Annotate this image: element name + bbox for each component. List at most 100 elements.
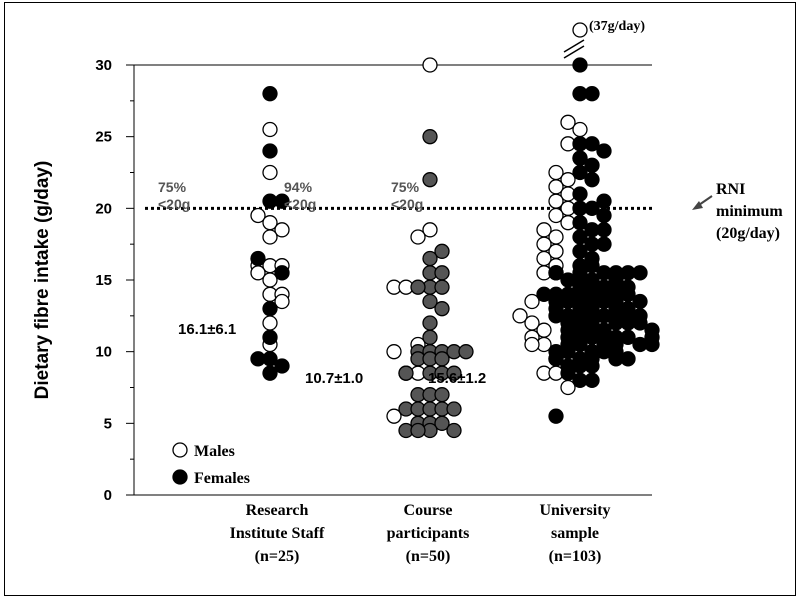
data-point [262,121,278,138]
data-point [584,136,600,152]
data-point [596,143,612,159]
legend-label: Males [194,443,235,460]
data-point [422,293,438,310]
data-point [410,229,426,245]
data-point [560,365,576,381]
legend-label: Females [194,470,250,487]
data-point [572,57,588,73]
data-point [422,329,438,345]
data-point [262,86,278,102]
data-point [584,86,600,102]
data-point [548,265,564,281]
data-point [548,408,564,424]
data-point [596,236,612,252]
data-point [250,207,266,224]
data-point [262,229,278,245]
data-point [274,293,290,310]
y-tick-label: 5 [104,415,112,432]
x-category-label: participants [387,525,470,542]
data-point [560,114,576,130]
data-point [262,315,278,331]
axis-break-mark [563,45,585,59]
x-category-label: University [539,502,610,519]
x-category-label: (n=50) [406,548,451,565]
data-point [446,422,462,439]
figure-frame [4,2,796,596]
data-point [572,164,588,181]
data-point [410,279,426,295]
data-point [584,172,600,188]
data-point [274,193,290,209]
y-tick-label: 25 [95,129,112,146]
legend-marker [172,442,188,458]
x-category-label: sample [551,525,599,542]
data-point [632,265,648,281]
data-point [584,372,600,388]
data-point [262,164,278,181]
data-point [572,186,588,202]
data-point [410,422,426,439]
y-axis-label: Dietary fibre intake (g/day) [32,161,53,400]
data-point [620,329,636,345]
mean-sd-label: 15.6±1.2 [428,370,486,387]
data-point [446,401,462,417]
x-category-label: Research [246,502,309,519]
data-point [632,315,648,331]
mean-sd-label: 16.1±6.1 [178,321,236,338]
data-point [512,308,528,324]
data-point [422,57,438,73]
rni-arrow-head [692,201,703,210]
data-point [584,358,600,374]
data-point [434,387,450,403]
legend-marker [172,469,188,485]
data-point [434,301,450,317]
x-category-label: (n=25) [255,548,300,565]
axis-break-note: (37g/day) [589,19,645,34]
data-point [572,22,588,38]
x-category-label: Institute Staff [230,525,325,542]
mean-sd-label: 10.7±1.0 [305,370,363,387]
data-point [434,415,450,431]
data-point [620,351,636,367]
data-point [548,351,564,367]
data-point [262,143,278,159]
percent-below-rni-label: 75% [158,179,187,195]
axis-break-mark [563,39,585,53]
data-point [422,315,438,331]
data-point [524,336,540,353]
x-category-label: (n=103) [549,548,602,565]
data-point [644,336,660,353]
data-point [434,265,450,281]
data-point [548,207,564,224]
data-point [434,351,450,367]
data-point [250,250,266,267]
y-tick-label: 15 [95,272,112,289]
data-point [386,408,402,424]
data-point [572,121,588,138]
y-tick-label: 30 [95,57,112,74]
data-point [434,279,450,295]
data-point [434,243,450,259]
data-point [274,222,290,238]
rni-label: RNI [716,181,745,198]
data-point [596,207,612,224]
percent-below-rni-label: <20g [284,196,316,212]
rni-label: minimum [716,203,783,220]
data-point [422,222,438,238]
data-point [398,365,414,381]
data-point [596,222,612,238]
x-category-label: Course [404,502,453,519]
data-point [262,365,278,381]
percent-below-rni-label: 94% [284,179,313,195]
rni-label: (20g/day) [716,225,780,242]
data-point [262,301,278,317]
data-point [274,265,290,281]
data-point [422,129,438,145]
data-point [262,329,278,345]
percent-below-rni-label: <20g [158,196,190,212]
y-tick-label: 10 [95,344,112,361]
data-point [446,365,462,381]
data-point [274,358,290,374]
y-tick-label: 0 [104,487,112,504]
data-point [584,200,600,216]
